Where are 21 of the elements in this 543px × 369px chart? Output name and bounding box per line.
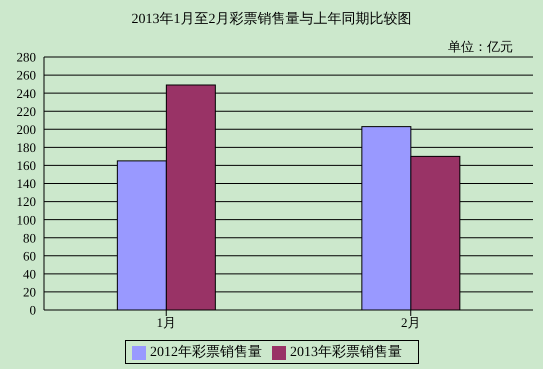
y-tick-label: 200 (16, 122, 36, 137)
y-tick-label: 40 (23, 266, 36, 282)
y-tick-label: 240 (16, 86, 36, 101)
y-tick-label: 120 (16, 194, 36, 210)
y-tick-label: 280 (16, 50, 36, 65)
x-tick-label: 1月 (156, 315, 176, 330)
y-tick-label: 180 (16, 140, 36, 155)
legend-label: 2012年彩票销售量 (150, 345, 262, 360)
y-tick-label: 140 (16, 176, 36, 192)
legend-label: 2013年彩票销售量 (290, 345, 402, 360)
y-tick-label: 100 (16, 212, 36, 228)
y-tick-label: 160 (16, 158, 36, 174)
y-tick-label: 60 (23, 248, 36, 264)
chart-title: 2013年1月至2月彩票销售量与上年同期比较图 (130, 10, 412, 28)
y-tick-label: 0 (30, 302, 36, 318)
y-tick-label: 80 (23, 230, 36, 246)
y-tick-label: 220 (16, 104, 36, 119)
x-tick-label: 2月 (401, 315, 420, 330)
y-tick-label: 260 (16, 68, 36, 83)
y-tick-label: 20 (23, 284, 36, 300)
text: 单位：亿元 (448, 38, 513, 56)
